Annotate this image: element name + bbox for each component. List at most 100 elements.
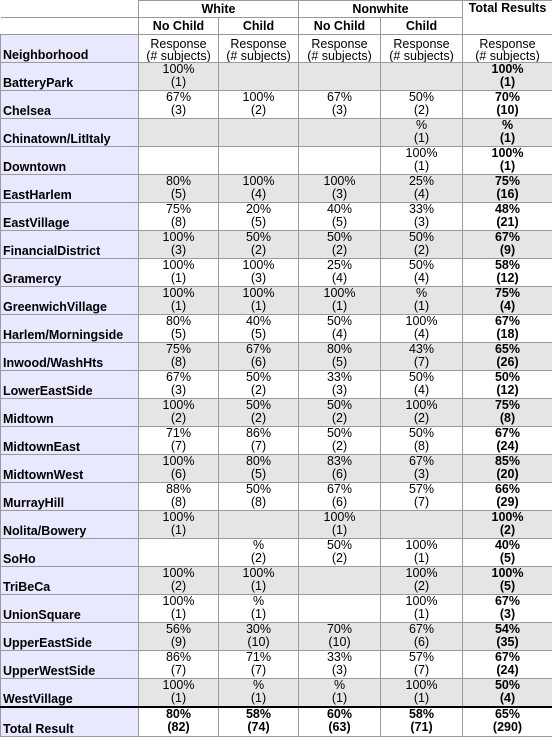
total-cell[interactable]: 40%(5) (463, 539, 552, 567)
value-cell[interactable]: 100%(2) (381, 399, 463, 427)
total-cell[interactable]: 100%(1) (463, 147, 552, 175)
total-cell[interactable]: 70%(10) (463, 91, 552, 119)
value-cell[interactable]: 83%(6) (299, 455, 381, 483)
value-cell[interactable]: 67%(6) (219, 343, 299, 371)
total-cell[interactable]: 85%(20) (463, 455, 552, 483)
total-cell[interactable]: 50%(4) (463, 679, 552, 708)
value-cell[interactable]: 25%(4) (381, 175, 463, 203)
value-cell[interactable]: 67%(3) (139, 91, 219, 119)
total-cell[interactable]: 67%(24) (463, 651, 552, 679)
value-cell[interactable]: 80%(5) (299, 343, 381, 371)
header-white-child[interactable]: Child (219, 18, 299, 35)
value-cell[interactable]: 67%(3) (299, 91, 381, 119)
value-cell[interactable]: 50%(2) (219, 399, 299, 427)
value-cell[interactable]: 57%(7) (381, 483, 463, 511)
neighborhood-cell[interactable]: Gramercy (1, 259, 139, 287)
neighborhood-cell[interactable]: FinancialDistrict (1, 231, 139, 259)
value-cell[interactable]: 25%(4) (299, 259, 381, 287)
header-response[interactable]: Response(# subjects) (139, 35, 219, 63)
value-cell[interactable] (299, 567, 381, 595)
total-cell[interactable]: 67%(3) (463, 595, 552, 623)
value-cell[interactable]: 100%(6) (139, 455, 219, 483)
value-cell[interactable]: 100%(3) (219, 259, 299, 287)
value-cell[interactable]: 80%(5) (219, 455, 299, 483)
value-cell[interactable] (381, 511, 463, 539)
value-cell[interactable] (299, 147, 381, 175)
value-cell[interactable]: 67%(6) (381, 623, 463, 651)
total-cell[interactable]: 75%(4) (463, 287, 552, 315)
neighborhood-cell[interactable]: BatteryPark (1, 63, 139, 91)
value-cell[interactable]: 80%(82) (139, 707, 219, 737)
value-cell[interactable]: 100%(1) (139, 259, 219, 287)
neighborhood-cell[interactable]: Inwood/WashHts (1, 343, 139, 371)
value-cell[interactable]: 100%(1) (381, 679, 463, 708)
header-nonwhite[interactable]: Nonwhite (299, 1, 463, 18)
header-white-no-child[interactable]: No Child (139, 18, 219, 35)
total-cell[interactable]: 75%(8) (463, 399, 552, 427)
value-cell[interactable]: 58%(74) (219, 707, 299, 737)
value-cell[interactable]: 50%(4) (381, 259, 463, 287)
value-cell[interactable]: 58%(71) (381, 707, 463, 737)
value-cell[interactable]: 100%(1) (299, 287, 381, 315)
value-cell[interactable]: 100%(3) (139, 231, 219, 259)
value-cell[interactable]: 86%(7) (219, 427, 299, 455)
total-cell[interactable]: 75%(16) (463, 175, 552, 203)
value-cell[interactable]: 67%(6) (299, 483, 381, 511)
header-response[interactable]: Response(# subjects) (299, 35, 381, 63)
total-cell[interactable]: 65%(290) (463, 707, 552, 737)
total-cell[interactable]: 50%(12) (463, 371, 552, 399)
value-cell[interactable]: 100%(1) (299, 511, 381, 539)
value-cell[interactable]: 100%(2) (139, 399, 219, 427)
header-total-results[interactable]: Total Results (463, 1, 552, 35)
value-cell[interactable]: 50%(8) (219, 483, 299, 511)
value-cell[interactable]: 50%(2) (299, 231, 381, 259)
value-cell[interactable]: 75%(8) (139, 203, 219, 231)
value-cell[interactable]: 50%(2) (381, 231, 463, 259)
value-cell[interactable]: 100%(1) (381, 595, 463, 623)
neighborhood-cell[interactable]: UnionSquare (1, 595, 139, 623)
value-cell[interactable]: 86%(7) (139, 651, 219, 679)
value-cell[interactable]: 100%(1) (139, 595, 219, 623)
value-cell[interactable] (299, 595, 381, 623)
value-cell[interactable]: 57%(7) (381, 651, 463, 679)
value-cell[interactable]: 67%(3) (381, 455, 463, 483)
value-cell[interactable] (299, 63, 381, 91)
value-cell[interactable]: 40%(5) (299, 203, 381, 231)
value-cell[interactable]: 100%(1) (139, 511, 219, 539)
neighborhood-cell[interactable]: Chelsea (1, 91, 139, 119)
total-cell[interactable]: 65%(26) (463, 343, 552, 371)
header-neighborhood[interactable]: Neighborhood (1, 35, 139, 63)
value-cell[interactable]: 71%(7) (139, 427, 219, 455)
total-cell[interactable]: 66%(29) (463, 483, 552, 511)
total-cell[interactable]: 54%(35) (463, 623, 552, 651)
value-cell[interactable]: 40%(5) (219, 315, 299, 343)
total-cell[interactable]: 67%(9) (463, 231, 552, 259)
value-cell[interactable]: %(1) (219, 595, 299, 623)
value-cell[interactable]: 100%(1) (139, 679, 219, 708)
neighborhood-cell[interactable]: WestVillage (1, 679, 139, 708)
neighborhood-cell[interactable]: SoHo (1, 539, 139, 567)
value-cell[interactable]: 100%(3) (299, 175, 381, 203)
header-nonwhite-no-child[interactable]: No Child (299, 18, 381, 35)
neighborhood-cell[interactable]: UpperWestSide (1, 651, 139, 679)
neighborhood-cell[interactable]: TriBeCa (1, 567, 139, 595)
value-cell[interactable]: %(1) (381, 287, 463, 315)
neighborhood-cell[interactable]: GreenwichVillage (1, 287, 139, 315)
value-cell[interactable]: 56%(9) (139, 623, 219, 651)
value-cell[interactable]: 50%(2) (299, 427, 381, 455)
value-cell[interactable]: 100%(1) (139, 287, 219, 315)
header-response[interactable]: Response(# subjects) (381, 35, 463, 63)
value-cell[interactable]: 30%(10) (219, 623, 299, 651)
value-cell[interactable]: 100%(1) (219, 567, 299, 595)
value-cell[interactable]: 100%(1) (139, 63, 219, 91)
value-cell[interactable]: 50%(4) (299, 315, 381, 343)
total-cell[interactable]: 58%(12) (463, 259, 552, 287)
neighborhood-cell[interactable]: Harlem/Morningside (1, 315, 139, 343)
value-cell[interactable]: 20%(5) (219, 203, 299, 231)
value-cell[interactable] (139, 147, 219, 175)
value-cell[interactable]: %(2) (219, 539, 299, 567)
total-cell[interactable]: 48%(21) (463, 203, 552, 231)
total-cell[interactable]: 67%(24) (463, 427, 552, 455)
header-nonwhite-child[interactable]: Child (381, 18, 463, 35)
value-cell[interactable] (219, 511, 299, 539)
